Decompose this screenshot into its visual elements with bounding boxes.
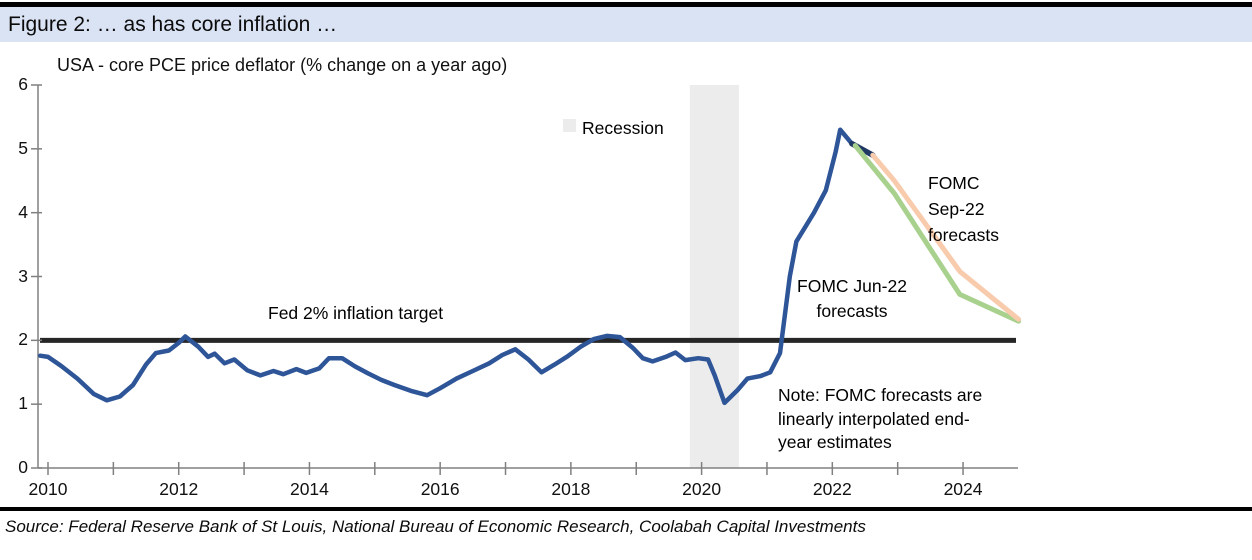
figure-title-bar: Figure 2: … as has core inflation … [0, 7, 1252, 42]
y-tick-label: 1 [18, 393, 28, 414]
series-fomc-jun-22-forecasts [852, 143, 1022, 324]
forecast-note: Note: FOMC forecasts are linearly interp… [778, 385, 983, 452]
x-tick-label: 2016 [420, 479, 460, 499]
y-tick-label: 4 [18, 201, 28, 222]
series-core-pce-actual [37, 127, 855, 406]
y-tick-label: 5 [18, 137, 28, 158]
series-fomc-sep-22-forecasts [870, 152, 1022, 322]
top-divider [0, 2, 1252, 7]
fed-target-label: Fed 2% inflation target [268, 303, 444, 323]
x-tick-label: 2010 [28, 479, 68, 499]
y-tick-label: 2 [18, 329, 28, 350]
bottom-divider [0, 507, 1252, 511]
sep-forecast-label: FOMC Sep-22 forecasts [928, 173, 999, 245]
y-tick-label: 0 [18, 457, 28, 477]
source-line: Source: Federal Reserve Bank of St Louis… [5, 517, 866, 536]
x-tick-label: 2022 [812, 479, 852, 499]
figure-title: Figure 2: … as has core inflation … [8, 13, 338, 36]
recession-legend-swatch [563, 119, 576, 132]
x-tick-label: 2014 [289, 479, 329, 499]
recession-legend-label: Recession [582, 118, 664, 138]
y-tick-label: 6 [18, 74, 28, 94]
x-tick-label: 2020 [682, 479, 722, 499]
chart-subtitle: USA - core PCE price deflator (% change … [57, 55, 508, 75]
y-tick-label: 3 [18, 265, 28, 286]
x-tick-label: 2018 [551, 479, 591, 499]
recession-band [689, 85, 739, 468]
x-tick-label: 2024 [943, 479, 983, 499]
x-tick-label: 2012 [159, 479, 199, 499]
jun-forecast-label: FOMC Jun-22 forecasts [797, 276, 907, 321]
